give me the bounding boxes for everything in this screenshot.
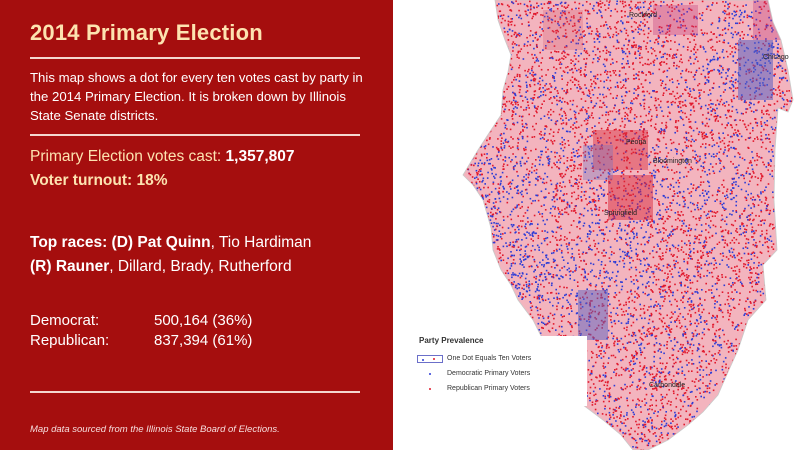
top-race-democrat: Top races: (D) Pat Quinn, Tio Hardiman (30, 234, 311, 252)
district-shading (543, 0, 783, 340)
legend-label: Republican Primary Voters (447, 385, 530, 392)
divider-bottom (30, 391, 360, 393)
data-source-note: Map data sourced from the Illinois State… (30, 424, 280, 435)
city-label-carbondale: Carbondale (649, 382, 686, 389)
state-border (462, 0, 794, 450)
result-party-label: Democrat: (30, 312, 100, 329)
votes-cast-value: 1,357,807 (225, 148, 295, 165)
blue-dot-icon (417, 370, 443, 378)
race-d-lead: Top races: (D) Pat Quinn (30, 234, 211, 251)
district-block (653, 5, 698, 35)
votes-cast-label: Primary Election votes cast: (30, 148, 226, 165)
city-label-springfield: Springfield (604, 210, 638, 217)
legend-label: Democratic Primary Voters (447, 370, 531, 377)
race-r-others: , Dillard, Brady, Rutherford (109, 258, 292, 275)
result-democrat: Democrat: 500,164 (36%) (30, 312, 252, 329)
district-block (593, 130, 648, 170)
panel-title: 2014 Primary Election (30, 20, 263, 45)
district-block (738, 40, 773, 100)
map-canvas (393, 0, 800, 450)
divider-middle (30, 134, 360, 136)
district-block (608, 175, 653, 220)
result-value: 500,164 (36%) (154, 312, 253, 329)
top-race-republican: (R) Rauner, Dillard, Brady, Rutherford (30, 258, 292, 276)
city-label-chicago: Chicago (763, 54, 789, 61)
result-value: 837,394 (61%) (154, 332, 253, 349)
district-block (543, 10, 583, 50)
info-panel: 2014 Primary Election This map shows a d… (0, 0, 393, 450)
race-r-lead: (R) Rauner (30, 258, 110, 275)
city-label-rockford: Rockford (629, 12, 658, 19)
legend-title: Party Prevalence (419, 336, 484, 345)
district-block (578, 290, 608, 340)
city-label-peoria: Peoria (626, 139, 647, 146)
red-dot-icon (417, 385, 443, 393)
result-republican: Republican: 837,394 (61%) (30, 332, 252, 349)
result-party-label: Republican: (30, 332, 110, 349)
district-block (583, 145, 613, 180)
divider-top (30, 57, 360, 59)
illinois-dot-map[interactable]: Rockford Chicago Peoria Bloomington Spri… (393, 0, 800, 450)
city-label-bloomington: Bloomington (653, 158, 692, 165)
legend-label: One Dot Equals Ten Voters (447, 355, 532, 362)
legend-box-icon (417, 355, 443, 363)
map-legend: Party Prevalence One Dot Equals Ten Vote… (417, 336, 587, 406)
voter-turnout: Voter turnout: 18% (30, 172, 168, 189)
race-d-others: , Tio Hardiman (210, 234, 312, 251)
map-description: This map shows a dot for every ten votes… (30, 70, 363, 123)
votes-cast: Primary Election votes cast: 1,357,807 (30, 148, 295, 166)
